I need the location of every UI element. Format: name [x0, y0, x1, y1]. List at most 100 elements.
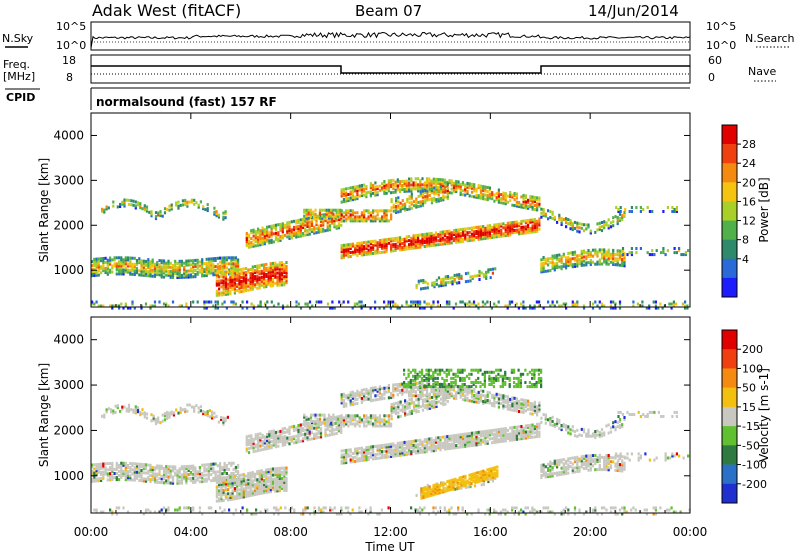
echo-cell: [531, 226, 534, 230]
echo-cell: [612, 256, 615, 260]
echo-cell: [245, 474, 248, 478]
echo-cell: [315, 223, 318, 227]
echo-cell: [122, 474, 125, 477]
echo-cell: [107, 206, 110, 210]
echo-cell: [605, 260, 608, 264]
echo-cell: [278, 261, 281, 265]
echo-cell: [607, 252, 610, 256]
echo-cell: [450, 446, 453, 450]
echo-cell: [446, 193, 449, 196]
echo-cell: [582, 263, 586, 267]
echo-cell: [448, 181, 451, 185]
echo-cell: [222, 499, 225, 502]
echo-cell: [374, 243, 377, 247]
echo-cell: [428, 242, 431, 246]
echo-cell: [401, 441, 404, 445]
echo-cell: [349, 186, 352, 190]
echo-cell: [448, 229, 451, 233]
echo-cell: [260, 477, 263, 481]
echo-cell: [216, 266, 219, 270]
echo-cell: [423, 446, 426, 450]
echo-cell: [347, 217, 350, 221]
echo-cell: [147, 475, 150, 479]
echo-cell: [218, 477, 221, 480]
echo-cell: [297, 440, 300, 444]
echo-cell: [412, 236, 415, 240]
echo-cell: [280, 487, 284, 491]
echo-cell: [365, 244, 368, 248]
echo-cell: [167, 261, 170, 265]
echo-cell: [258, 481, 261, 485]
echo-cell: [369, 194, 372, 198]
echo-cell: [223, 260, 226, 264]
echo-cell: [354, 449, 357, 453]
echo-cell: [363, 215, 366, 219]
echo-cell: [360, 304, 363, 308]
echo-cell: [340, 254, 343, 258]
echo-cell: [477, 439, 480, 442]
echo-cell: [193, 405, 196, 409]
echo-cell: [233, 287, 236, 291]
echo-cell: [175, 408, 178, 412]
echo-cell: [374, 457, 377, 461]
echo-cell: [105, 408, 108, 412]
echo-cell: [266, 432, 269, 436]
echo-cell: [319, 224, 323, 228]
echo-cell: [553, 254, 556, 258]
echo-cell: [587, 249, 590, 252]
echo-cell: [401, 453, 404, 457]
echo-cell: [126, 476, 130, 480]
echo-cell: [113, 476, 116, 480]
echo-cell: [231, 277, 234, 281]
echo-cell: [260, 481, 263, 485]
echo-cell: [420, 287, 423, 291]
echo-cell: [436, 304, 440, 308]
echo-cell: [609, 254, 613, 258]
echo-cell: [621, 216, 624, 219]
echo-cell: [576, 264, 579, 268]
echo-cell: [558, 253, 561, 257]
echo-cell: [349, 213, 352, 217]
echo-cell: [594, 248, 597, 252]
echo-cell: [404, 204, 407, 208]
echo-cell: [219, 268, 222, 272]
echo-cell: [256, 270, 259, 274]
echo-cell: [254, 232, 257, 236]
echo-cell: [303, 214, 306, 218]
echo-cell: [248, 438, 251, 442]
echo-cell: [265, 488, 268, 492]
echo-cell: [177, 206, 180, 210]
echo-cell: [171, 263, 175, 267]
echo-cell: [306, 225, 309, 228]
echo-cell: [249, 280, 252, 284]
echo-cell: [381, 452, 384, 456]
echo-cell: [414, 451, 417, 455]
echo-cell: [356, 459, 359, 463]
echo-cell: [249, 475, 252, 479]
echo-cell: [455, 281, 459, 285]
echo-cell: [450, 181, 453, 185]
echo-cell: [295, 231, 298, 235]
echo-cell: [470, 437, 474, 441]
echo-cell: [263, 437, 266, 441]
echo-cell: [113, 467, 116, 471]
echo-cell: [410, 244, 413, 248]
echo-cell: [269, 266, 272, 270]
echo-cell: [231, 273, 234, 277]
echo-cell: [527, 200, 530, 204]
echo-cell: [248, 451, 251, 455]
echo-cell: [582, 255, 586, 259]
echo-cell: [304, 422, 307, 426]
echo-cell: [111, 474, 114, 478]
echo-cell: [251, 473, 254, 477]
echo-cell: [176, 267, 179, 271]
echo-cell: [576, 258, 579, 262]
echo-cell: [340, 213, 343, 217]
echo-cell: [144, 467, 148, 471]
echo-cell: [270, 226, 273, 230]
echo-cell: [278, 472, 281, 476]
echo-cell: [301, 433, 305, 437]
echo-cell: [419, 194, 422, 198]
echo-cell: [214, 476, 217, 480]
echo-cell: [459, 443, 462, 447]
